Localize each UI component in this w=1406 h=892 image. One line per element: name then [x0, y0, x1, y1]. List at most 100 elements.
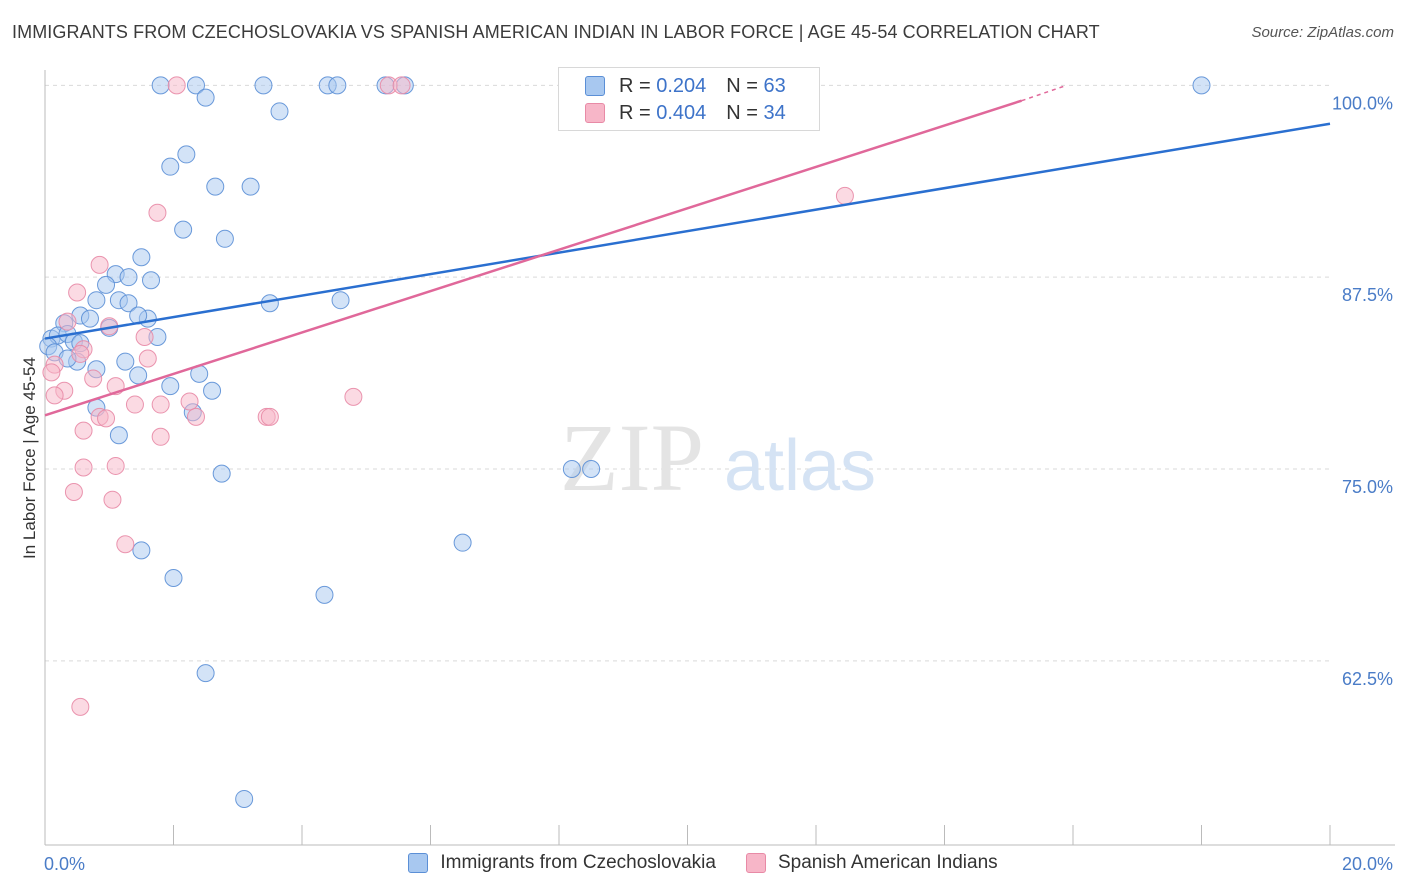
legend-r-value-1: 0.204 [656, 74, 707, 97]
data-point-czechoslovakia [212, 464, 231, 483]
data-point-spanish-american-indian [151, 395, 170, 414]
x-tick-label: 20.0% [1342, 854, 1393, 874]
data-point-czechoslovakia [132, 541, 151, 560]
legend-label-spanish-american-indian: Spanish American Indians [777, 852, 998, 873]
data-point-czechoslovakia [203, 381, 222, 400]
legend-row-czechoslovakia: R = 0.204 N = 63 [585, 74, 786, 98]
data-point-czechoslovakia [328, 76, 347, 95]
legend-r-value-2: 0.404 [656, 101, 707, 124]
data-point-czechoslovakia [254, 76, 273, 95]
series-czechoslovakia-points [39, 76, 1211, 808]
data-point-czechoslovakia [206, 177, 225, 196]
data-point-spanish-american-indian [42, 363, 61, 382]
data-point-czechoslovakia [151, 76, 170, 95]
legend-item-spanish-american-indian[interactable]: Spanish American Indians [745, 852, 998, 874]
watermark-atlas: atlas [724, 426, 876, 506]
data-point-spanish-american-indian [260, 407, 279, 426]
legend-n-value-1: 63 [763, 74, 786, 97]
data-point-czechoslovakia [80, 309, 99, 328]
data-point-czechoslovakia [161, 157, 180, 176]
data-point-czechoslovakia [196, 664, 215, 683]
data-point-czechoslovakia [241, 177, 260, 196]
data-point-spanish-american-indian [106, 456, 125, 475]
data-point-czechoslovakia [161, 377, 180, 396]
data-point-spanish-american-indian [138, 349, 157, 368]
data-point-spanish-american-indian [68, 283, 87, 302]
y-tick-label: 75.0% [1342, 477, 1393, 497]
watermark: ZIP atlas [560, 404, 876, 511]
data-point-czechoslovakia [453, 533, 472, 552]
data-point-czechoslovakia [315, 585, 334, 604]
data-point-spanish-american-indian [58, 312, 77, 331]
gridlines [45, 84, 1330, 662]
data-point-czechoslovakia [129, 366, 148, 385]
data-point-spanish-american-indian [835, 186, 854, 205]
trend-line-extension [1021, 84, 1067, 102]
data-point-czechoslovakia [119, 268, 138, 287]
data-point-czechoslovakia [331, 291, 350, 310]
data-point-spanish-american-indian [135, 328, 154, 347]
y-tick-label: 87.5% [1342, 285, 1393, 305]
correlation-legend: R = 0.204 N = 63 R = 0.404 N = 34 [558, 67, 820, 131]
chart-title: IMMIGRANTS FROM CZECHOSLOVAKIA VS SPANIS… [12, 22, 1100, 42]
data-point-spanish-american-indian [392, 76, 411, 95]
source-label: Source: ZipAtlas.com [1251, 24, 1394, 41]
trend-line-czechoslovakia [44, 122, 1331, 340]
data-point-spanish-american-indian [97, 409, 116, 428]
data-point-czechoslovakia [582, 460, 601, 479]
tick-labels: 100.0% 87.5% 75.0% 62.5% 0.0% 20.0% [44, 93, 1393, 874]
series-legend: Immigrants from Czechoslovakia Spanish A… [0, 852, 1406, 874]
data-point-czechoslovakia [116, 352, 135, 371]
data-point-spanish-american-indian [74, 421, 93, 440]
y-tick-label: 100.0% [1332, 93, 1393, 113]
data-point-czechoslovakia [119, 294, 138, 313]
legend-n-value-2: 34 [763, 101, 786, 124]
legend-r-label: R = [619, 74, 651, 97]
data-point-spanish-american-indian [64, 483, 83, 502]
data-point-czechoslovakia [87, 291, 106, 310]
data-point-spanish-american-indian [103, 490, 122, 509]
trend-line-spanish-american-indian [44, 99, 1022, 417]
legend-row-spanish-american-indian: R = 0.404 N = 34 [585, 101, 786, 125]
data-point-spanish-american-indian [71, 344, 90, 363]
data-point-czechoslovakia [109, 426, 128, 445]
trend-lines [44, 84, 1331, 417]
data-point-czechoslovakia [177, 145, 196, 164]
series-spanish-american-indian-points [42, 76, 854, 716]
data-point-spanish-american-indian [71, 697, 90, 716]
data-point-czechoslovakia [270, 102, 289, 121]
data-point-spanish-american-indian [186, 407, 205, 426]
legend-swatch-pink [745, 853, 766, 873]
data-point-czechoslovakia [215, 229, 234, 248]
data-point-spanish-american-indian [74, 458, 93, 477]
legend-label-czechoslovakia: Immigrants from Czechoslovakia [440, 852, 716, 873]
data-point-czechoslovakia [97, 275, 116, 294]
data-point-spanish-american-indian [180, 392, 199, 411]
data-point-czechoslovakia [142, 271, 161, 290]
data-point-spanish-american-indian [84, 369, 103, 388]
data-point-spanish-american-indian [148, 203, 167, 222]
x-tick-label: 0.0% [44, 854, 85, 874]
y-tick-label: 62.5% [1342, 669, 1393, 689]
data-point-czechoslovakia [174, 220, 193, 239]
legend-item-czechoslovakia[interactable]: Immigrants from Czechoslovakia [408, 852, 716, 874]
legend-swatch-pink [585, 103, 605, 123]
legend-n-label: N = [726, 74, 758, 97]
data-point-czechoslovakia [1192, 76, 1211, 95]
data-point-spanish-american-indian [344, 387, 363, 406]
legend-swatch-blue [408, 853, 429, 873]
data-point-czechoslovakia [235, 789, 254, 808]
watermark-zip: ZIP [560, 404, 704, 511]
data-point-czechoslovakia [196, 88, 215, 107]
legend-r-label: R = [619, 101, 651, 124]
data-point-spanish-american-indian [151, 427, 170, 446]
legend-swatch-blue [585, 76, 605, 96]
axes [44, 70, 1395, 846]
data-point-czechoslovakia [164, 568, 183, 587]
legend-n-label: N = [726, 101, 758, 124]
data-point-spanish-american-indian [125, 395, 144, 414]
data-point-czechoslovakia [562, 460, 581, 479]
data-point-spanish-american-indian [116, 535, 135, 554]
data-point-czechoslovakia [132, 248, 151, 267]
